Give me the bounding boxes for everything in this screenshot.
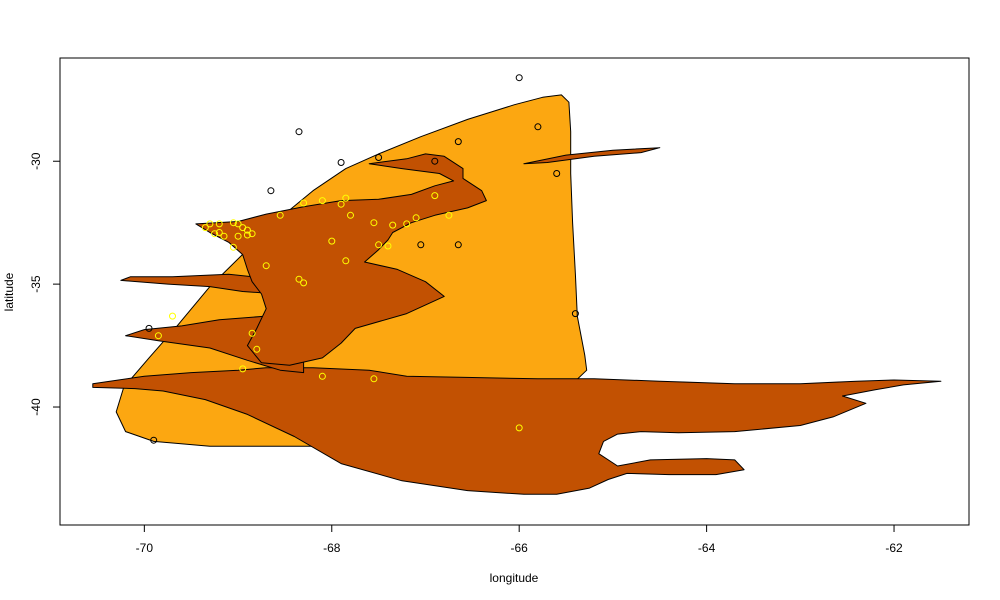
x-axis-title: longitude (490, 571, 539, 585)
point-outer (431, 157, 439, 165)
point-outer (454, 138, 462, 146)
region-inner-region-4 (195, 153, 487, 366)
points-layer (145, 74, 579, 444)
point-outer (553, 170, 561, 177)
point-inner (248, 230, 256, 238)
point-outer (267, 187, 275, 195)
point-outer (417, 241, 425, 249)
region-inner-region-5 (523, 147, 661, 165)
point-inner (154, 332, 162, 340)
point-outer (337, 159, 345, 166)
x-tick-label: -64 (698, 541, 716, 555)
point-inner (211, 230, 219, 238)
point-inner (201, 224, 209, 232)
point-inner (300, 199, 308, 207)
point-inner (253, 345, 261, 353)
point-inner (342, 194, 350, 202)
point-inner (370, 219, 378, 227)
point-inner (342, 257, 350, 265)
point-inner (300, 279, 308, 287)
point-inner (318, 372, 326, 380)
point-outer (454, 241, 462, 249)
point-inner (370, 375, 378, 383)
point-inner (215, 229, 223, 236)
point-inner (243, 226, 251, 234)
point-inner (328, 237, 336, 245)
point-inner (234, 232, 242, 240)
x-tick-label: -70 (136, 541, 154, 555)
point-outer (534, 123, 542, 131)
x-tick-label: -62 (885, 541, 903, 555)
point-inner (515, 424, 523, 432)
point-outer (145, 324, 153, 332)
point-inner (215, 220, 223, 228)
y-axis-title: latitude (2, 272, 16, 311)
point-inner (248, 329, 256, 337)
point-inner (337, 200, 345, 208)
point-inner (403, 220, 411, 228)
y-tick-label: -30 (29, 152, 43, 170)
point-inner (229, 219, 237, 227)
point-inner (347, 211, 354, 219)
point-inner (220, 232, 228, 240)
point-outer (375, 154, 383, 161)
x-tick-label: -68 (323, 541, 341, 555)
point-inner (295, 275, 303, 283)
point-outer (571, 310, 579, 318)
plot-frame (59, 57, 970, 526)
point-inner (318, 197, 326, 205)
point-inner (243, 231, 251, 239)
point-inner (384, 242, 392, 250)
point-outer (150, 436, 158, 444)
point-inner (445, 211, 453, 219)
axes-layer: -70 -68 -66 -64 -62 -30 -35 -40 (29, 152, 903, 555)
point-inner (431, 192, 439, 200)
y-tick-label: -35 (29, 275, 43, 293)
region-inner-region-1 (92, 367, 942, 495)
point-inner (206, 220, 214, 228)
x-tick-label: -66 (511, 541, 529, 555)
point-inner (262, 262, 270, 270)
point-outer (295, 128, 303, 136)
y-tick-label: -40 (29, 398, 43, 416)
point-outer (515, 74, 523, 82)
point-inner (375, 241, 383, 249)
point-inner (239, 365, 247, 373)
point-inner (229, 243, 237, 251)
point-inner (412, 214, 420, 222)
point-inner (389, 221, 397, 229)
point-inner (169, 312, 176, 320)
point-inner (276, 211, 284, 219)
regions-layer (92, 94, 942, 495)
point-inner (234, 220, 242, 228)
